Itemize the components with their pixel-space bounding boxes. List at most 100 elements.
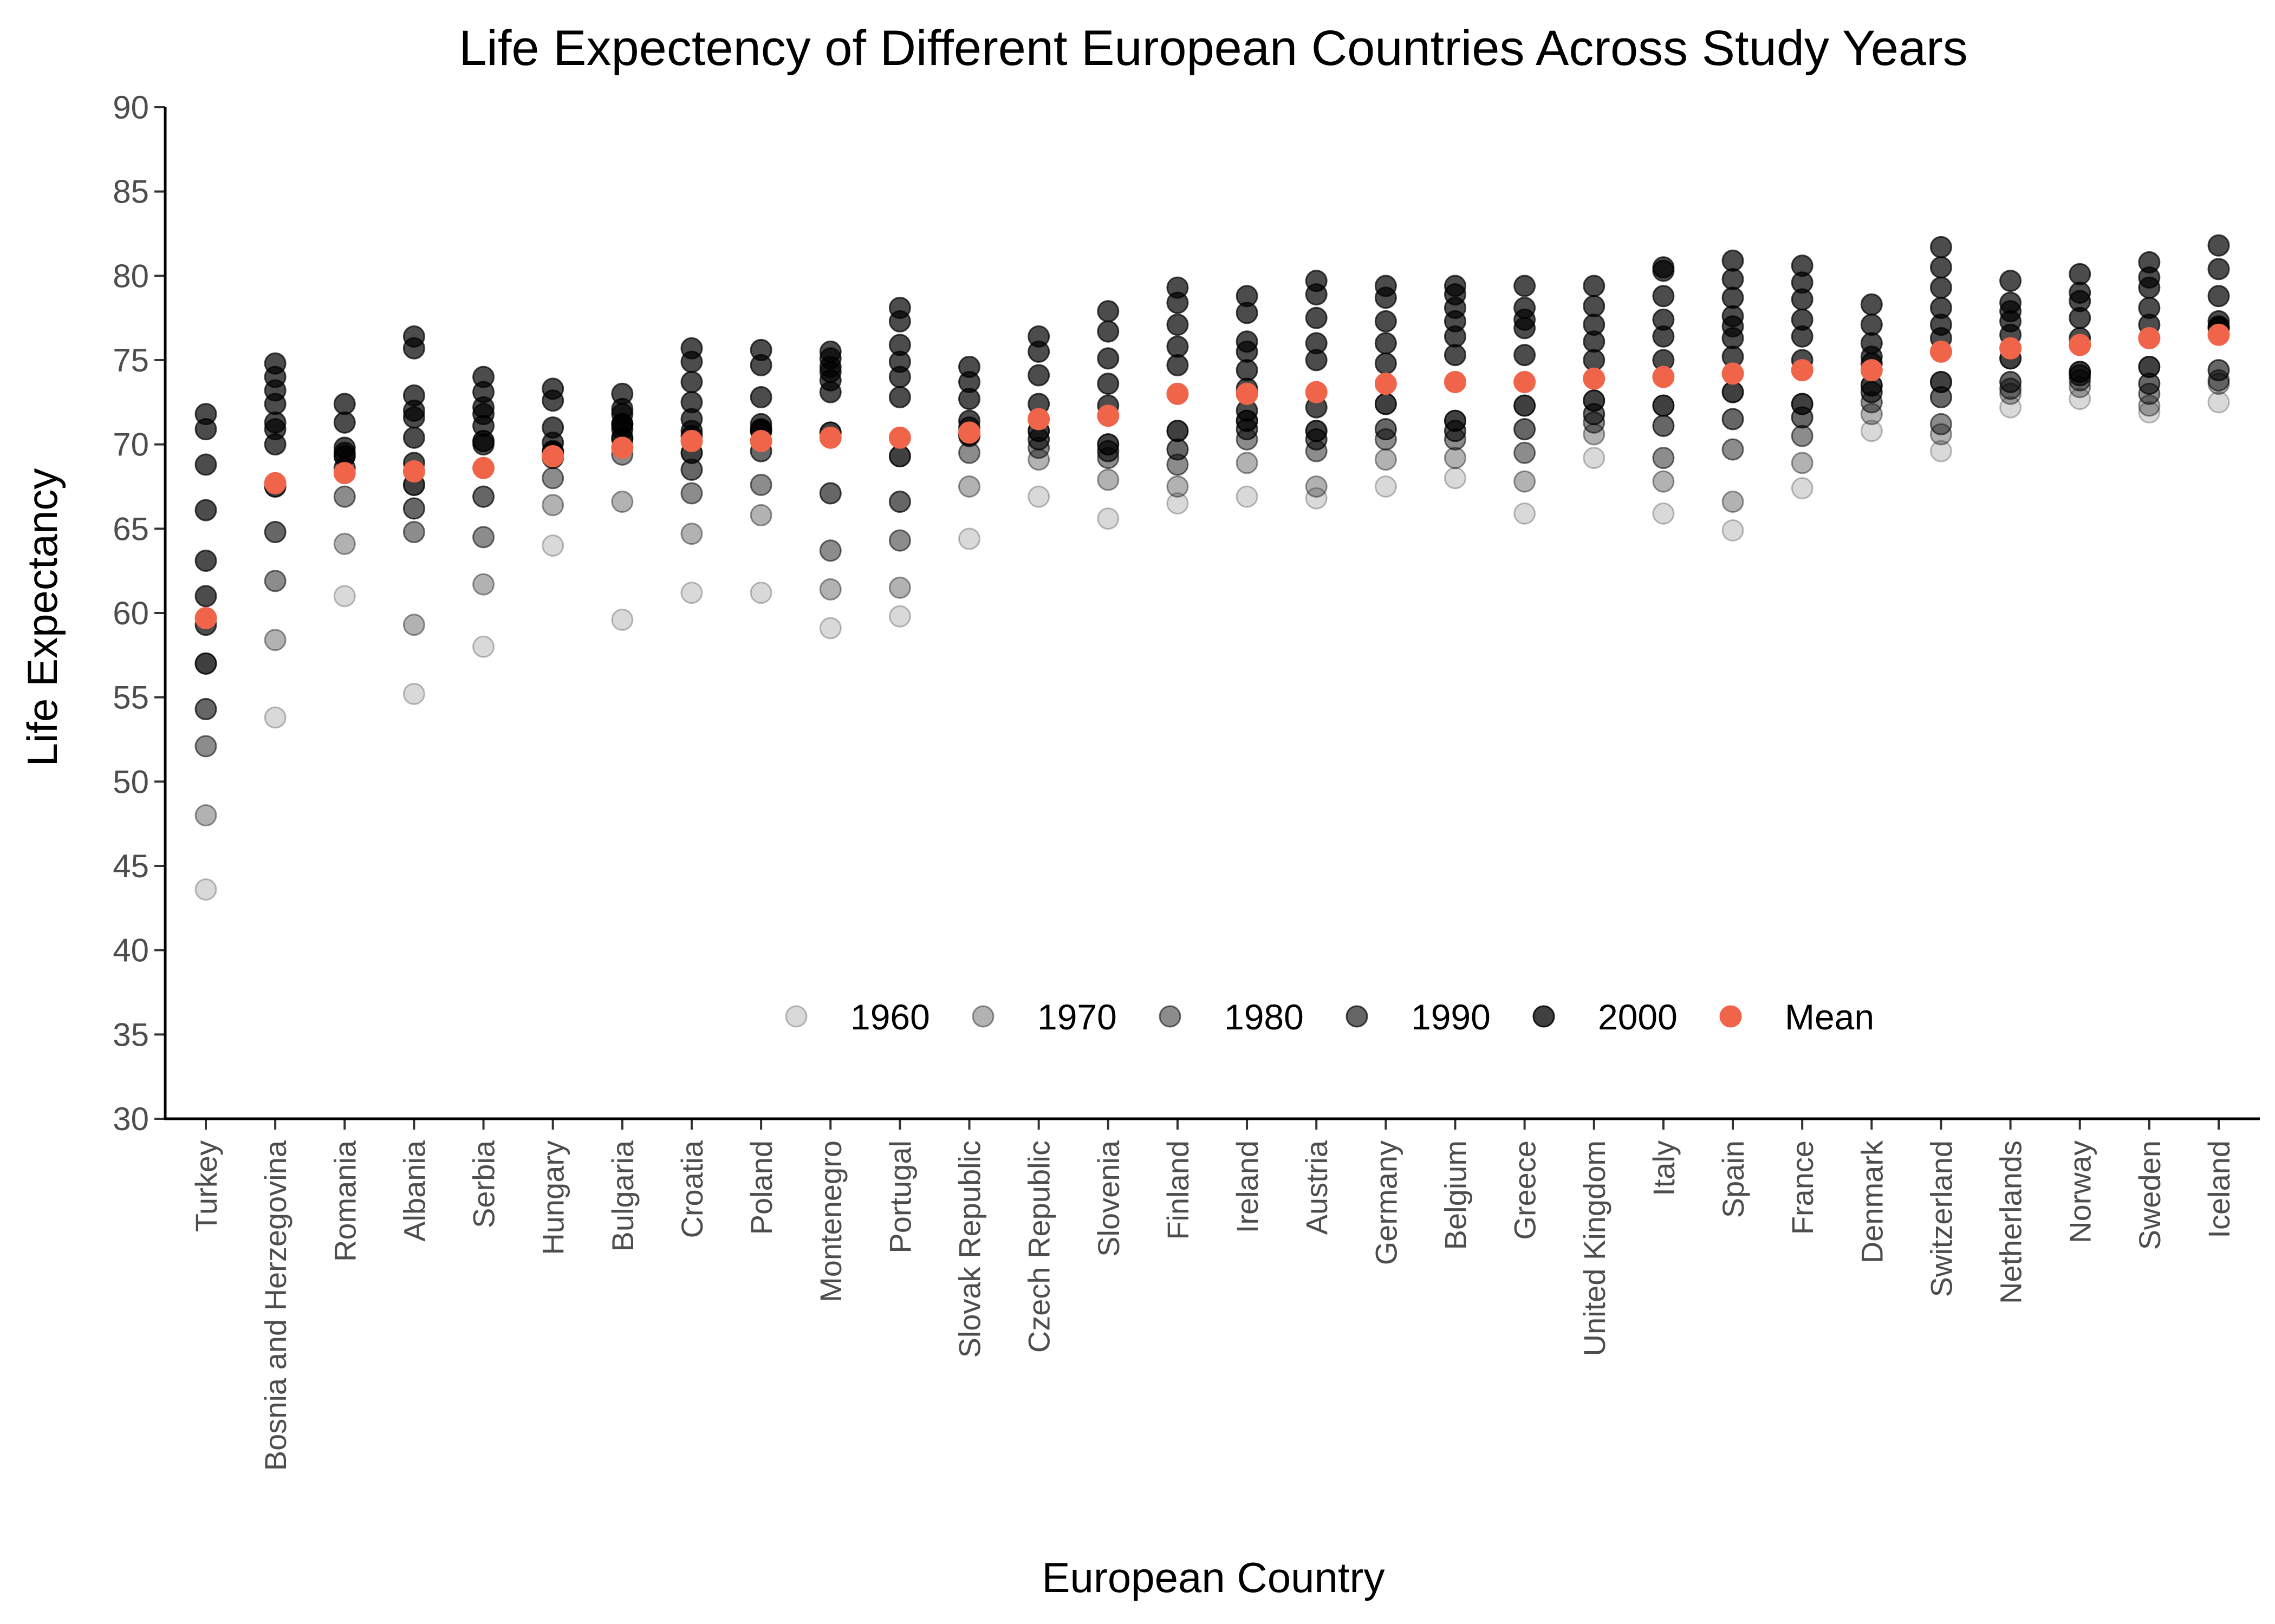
data-point-decade [333, 411, 356, 434]
data-point-decade [1791, 255, 1813, 277]
data-point-1980 [472, 526, 495, 549]
data-point-mean [1860, 359, 1883, 382]
data-point-decade [1236, 330, 1258, 353]
data-points [194, 234, 2230, 901]
data-point-1970 [542, 494, 564, 517]
legend-label-1980: 1980 [1224, 997, 1304, 1037]
data-point-decade [1721, 286, 1744, 309]
data-point-decade [1652, 256, 1675, 279]
legend-label-mean: Mean [1785, 997, 1874, 1037]
data-point-decade [402, 384, 425, 407]
data-point-1970 [402, 614, 425, 636]
data-point-decade [819, 340, 842, 363]
data-point-decade [1721, 249, 1744, 272]
data-point-decade [194, 499, 217, 521]
data-point-mean [680, 429, 703, 452]
data-point-1970 [611, 491, 634, 513]
data-point-decade [402, 426, 425, 449]
data-point-decade [1929, 256, 1952, 279]
y-tick-label: 30 [113, 1101, 149, 1137]
data-point-1970 [1652, 470, 1675, 493]
x-tick-label: Spain [1716, 1140, 1750, 1218]
data-point-1990 [264, 521, 287, 544]
data-point-decade [1929, 236, 1952, 258]
data-point-decade [1929, 276, 1952, 299]
data-point-decade [333, 393, 356, 415]
data-point-decade [1513, 344, 1536, 367]
data-point-1970 [1236, 452, 1258, 474]
data-point-2000 [1513, 394, 1536, 417]
data-point-decade [1583, 349, 1606, 371]
data-point-1970 [2138, 394, 2161, 417]
data-point-1960 [1097, 507, 1120, 530]
data-point-1980 [333, 485, 356, 508]
data-point-2000 [1097, 433, 1120, 456]
data-point-decade [1860, 332, 1883, 355]
data-point-2000 [2138, 355, 2161, 378]
x-tick-label: Slovenia [1091, 1140, 1126, 1257]
data-point-2000 [1652, 394, 1675, 417]
chart-title: Life Expectency of Different European Co… [459, 21, 1967, 76]
data-point-mean [194, 606, 217, 629]
data-point-1970 [1305, 475, 1328, 498]
x-tick-label: Denmark [1855, 1140, 1889, 1263]
data-point-2000 [1721, 381, 1744, 403]
data-point-mean [1929, 340, 1952, 363]
data-point-mean [750, 429, 772, 452]
data-point-1980 [264, 570, 287, 592]
data-point-decade [2138, 251, 2161, 273]
data-point-2000 [1374, 393, 1397, 415]
data-point-1960 [888, 605, 911, 628]
data-point-decade [194, 453, 217, 476]
y-tick-label: 45 [113, 848, 149, 884]
data-point-1960 [1236, 485, 1258, 508]
data-point-decade [750, 338, 772, 361]
x-tick-label: Greece [1508, 1140, 1542, 1240]
data-point-1960 [1305, 487, 1328, 510]
data-point-decade [750, 386, 772, 408]
data-point-1970 [1166, 475, 1189, 498]
data-point-1980 [194, 735, 217, 758]
data-point-mean [2069, 334, 2091, 356]
x-tick-label: Poland [744, 1140, 778, 1235]
data-point-decade [1097, 300, 1120, 323]
x-tick-label: Bulgaria [606, 1140, 640, 1251]
data-point-2000 [1166, 420, 1189, 442]
data-point-decade [194, 549, 217, 572]
data-point-decade [1721, 268, 1744, 291]
y-tick-label: 60 [113, 595, 149, 631]
data-point-1970 [750, 504, 772, 526]
y-tick-label: 70 [113, 427, 149, 463]
data-point-1970 [333, 532, 356, 555]
x-tick-label: Romania [328, 1140, 362, 1262]
legend-marker-1960 [785, 1005, 808, 1028]
data-point-1990 [402, 497, 425, 520]
data-point-1990 [1166, 438, 1189, 461]
data-point-decade [194, 403, 217, 426]
x-tick-label: Albania [397, 1140, 431, 1242]
data-point-2000 [1583, 389, 1606, 412]
data-point-1990 [1513, 418, 1536, 441]
data-point-1960 [1652, 502, 1675, 525]
data-point-decade [1097, 347, 1120, 370]
data-point-1980 [402, 521, 425, 544]
data-point-1980 [819, 539, 842, 562]
data-point-1990 [2207, 359, 2230, 382]
data-point-mean [1513, 370, 1536, 393]
data-point-mean [1444, 370, 1466, 393]
data-point-decade [542, 377, 564, 400]
y-tick-label: 50 [113, 764, 149, 800]
data-point-mean [1236, 382, 1258, 405]
data-point-decade [1166, 276, 1189, 299]
data-point-decade [1999, 291, 2022, 314]
data-point-1960 [472, 635, 495, 658]
data-point-decade [1860, 293, 1883, 316]
data-point-decade [611, 382, 634, 405]
data-point-mean [958, 421, 981, 444]
data-point-1970 [680, 523, 703, 545]
data-point-decade [402, 325, 425, 348]
data-point-decade [1583, 295, 1606, 317]
data-point-1960 [1166, 492, 1189, 515]
x-tick-label: Germany [1369, 1140, 1403, 1265]
